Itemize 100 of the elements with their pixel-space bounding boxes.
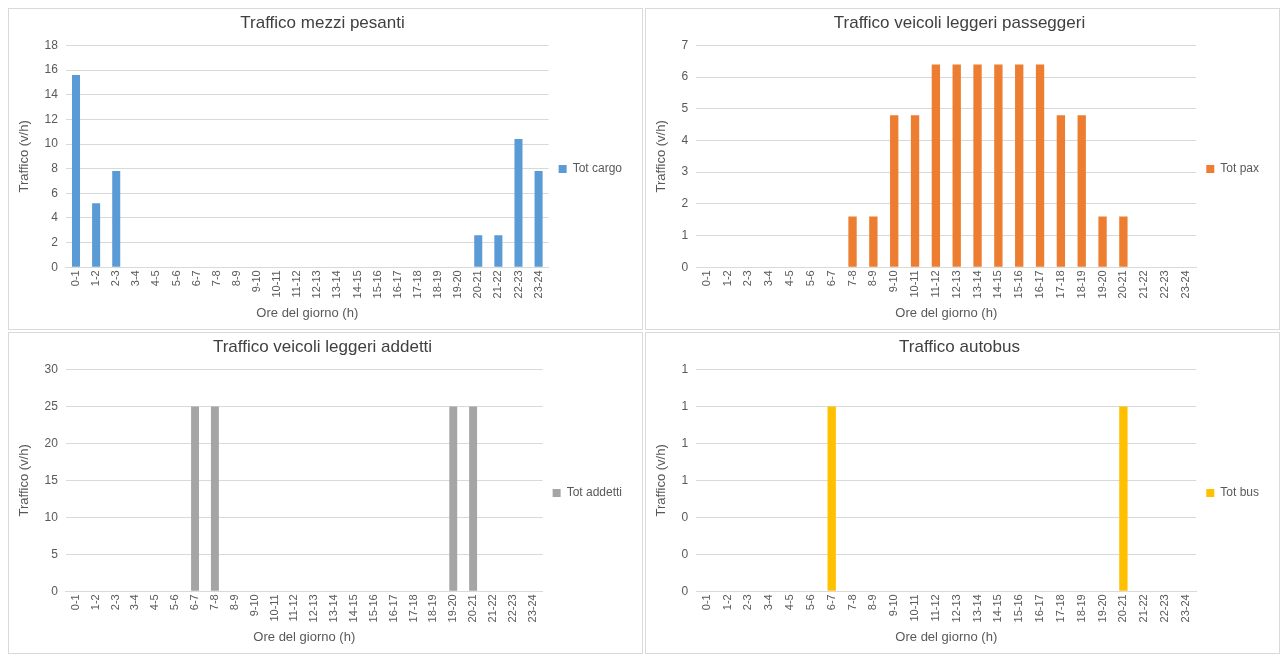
x-tick-label: 0-1 bbox=[68, 594, 81, 611]
x-tick-label: 21-22 bbox=[1137, 594, 1150, 623]
y-tick-label: 2 bbox=[51, 234, 59, 249]
x-tick-label: 10-11 bbox=[908, 594, 921, 622]
x-tick-label: 7-8 bbox=[209, 270, 222, 287]
y-tick-label: 1 bbox=[681, 361, 689, 376]
x-tick-label: 17-18 bbox=[410, 270, 423, 299]
x-tick-label: 22-23 bbox=[1158, 270, 1171, 299]
x-tick-label: 14-15 bbox=[350, 270, 363, 299]
y-tick-label: 20 bbox=[44, 435, 59, 450]
x-tick-label: 14-15 bbox=[991, 270, 1004, 299]
y-tick-label: 15 bbox=[44, 472, 59, 487]
x-tick-label: 21-22 bbox=[1137, 270, 1150, 299]
x-tick-label: 3-4 bbox=[128, 594, 141, 611]
y-tick-label: 30 bbox=[44, 361, 59, 376]
x-tick-label: 13-14 bbox=[970, 594, 983, 623]
y-tick-label: 1 bbox=[681, 227, 689, 242]
bar bbox=[973, 64, 982, 267]
x-tick-label: 20-21 bbox=[471, 270, 484, 299]
x-tick-label: 10-11 bbox=[908, 270, 921, 298]
y-axis-title: Traffico (v/h) bbox=[653, 444, 669, 517]
x-tick-label: 22-23 bbox=[505, 594, 518, 623]
y-tick-label: 0 bbox=[681, 509, 689, 524]
x-tick-label: 18-19 bbox=[426, 594, 439, 623]
y-tick-label: 0 bbox=[681, 583, 689, 598]
x-tick-label: 1-2 bbox=[720, 270, 733, 287]
x-tick-label: 8-9 bbox=[227, 594, 240, 611]
x-tick-label: 20-21 bbox=[1116, 594, 1129, 623]
x-tick-label: 6-7 bbox=[824, 594, 837, 611]
bar bbox=[890, 115, 899, 267]
y-tick-label: 0 bbox=[51, 583, 59, 598]
bar bbox=[869, 216, 878, 267]
x-tick-label: 3-4 bbox=[762, 594, 775, 611]
x-tick-label: 17-18 bbox=[1053, 594, 1066, 623]
legend-label: Tot addetti bbox=[566, 485, 622, 500]
x-tick-label: 0-1 bbox=[69, 270, 82, 287]
x-tick-label: 16-17 bbox=[1033, 594, 1046, 623]
x-tick-label: 23-24 bbox=[1178, 270, 1191, 299]
x-tick-label: 10-11 bbox=[267, 594, 280, 622]
x-tick-label: 5-6 bbox=[803, 594, 816, 611]
x-tick-label: 20-21 bbox=[1116, 270, 1129, 299]
y-tick-label: 10 bbox=[44, 509, 59, 524]
x-tick-label: 19-20 bbox=[1095, 594, 1108, 623]
x-tick-label: 1-2 bbox=[720, 594, 733, 611]
chart-title: Traffico veicoli leggeri addetti bbox=[212, 336, 433, 356]
x-axis-title: Ore del giorno (h) bbox=[256, 304, 359, 320]
x-tick-label: 23-24 bbox=[531, 270, 544, 299]
y-tick-label: 10 bbox=[44, 136, 59, 151]
bar bbox=[1098, 216, 1107, 267]
x-tick-label: 11-12 bbox=[290, 270, 303, 298]
bar bbox=[514, 139, 523, 267]
x-axis-title: Ore del giorno (h) bbox=[253, 628, 356, 644]
x-tick-label: 4-5 bbox=[783, 270, 796, 287]
x-tick-label: 1-2 bbox=[88, 594, 101, 611]
x-tick-label: 23-24 bbox=[1178, 594, 1191, 623]
bar bbox=[994, 64, 1003, 267]
x-tick-label: 4-5 bbox=[149, 270, 162, 287]
y-tick-label: 5 bbox=[681, 101, 689, 116]
x-tick-label: 12-13 bbox=[949, 594, 962, 623]
x-tick-label: 18-19 bbox=[1074, 594, 1087, 623]
chart-title: Traffico veicoli leggeri passeggeri bbox=[833, 12, 1086, 32]
x-tick-label: 22-23 bbox=[511, 270, 524, 299]
x-axis-title: Ore del giorno (h) bbox=[895, 628, 998, 644]
bar bbox=[931, 64, 941, 267]
x-tick-label: 9-10 bbox=[887, 594, 900, 617]
x-tick-label: 7-8 bbox=[845, 270, 858, 287]
x-tick-label: 9-10 bbox=[247, 594, 260, 617]
x-tick-label: 12-13 bbox=[307, 594, 320, 623]
y-tick-label: 7 bbox=[681, 37, 689, 52]
y-tick-label: 4 bbox=[51, 210, 59, 225]
x-tick-label: 19-20 bbox=[1095, 270, 1108, 299]
y-tick-label: 14 bbox=[44, 87, 59, 102]
bar bbox=[112, 171, 121, 267]
x-tick-label: 8-9 bbox=[229, 270, 242, 287]
x-tick-label: 17-18 bbox=[1053, 270, 1066, 299]
y-tick-label: 3 bbox=[681, 164, 689, 179]
x-tick-label: 19-20 bbox=[451, 270, 464, 299]
x-tick-label: 18-19 bbox=[1074, 270, 1087, 299]
bar bbox=[474, 235, 483, 267]
x-tick-label: 8-9 bbox=[866, 594, 879, 611]
x-tick-label: 7-8 bbox=[845, 594, 858, 611]
legend-label: Tot bus bbox=[1220, 485, 1260, 500]
y-tick-label: 6 bbox=[681, 69, 689, 84]
x-tick-label: 3-4 bbox=[129, 270, 142, 287]
x-tick-label: 19-20 bbox=[446, 594, 459, 623]
x-tick-label: 12-13 bbox=[310, 270, 323, 299]
x-tick-label: 9-10 bbox=[250, 270, 263, 293]
y-tick-label: 0 bbox=[51, 259, 59, 274]
legend-label: Tot cargo bbox=[572, 161, 623, 176]
x-tick-label: 12-13 bbox=[949, 270, 962, 299]
x-tick-label: 5-6 bbox=[803, 270, 816, 287]
y-tick-label: 1 bbox=[681, 398, 689, 413]
y-tick-label: 16 bbox=[44, 62, 59, 77]
y-tick-label: 2 bbox=[681, 196, 689, 211]
y-tick-label: 0 bbox=[681, 546, 689, 561]
y-tick-label: 0 bbox=[681, 259, 689, 274]
y-tick-label: 8 bbox=[51, 160, 59, 175]
x-tick-label: 6-7 bbox=[188, 594, 201, 611]
x-tick-label: 14-15 bbox=[991, 594, 1004, 623]
y-tick-label: 25 bbox=[44, 398, 59, 413]
